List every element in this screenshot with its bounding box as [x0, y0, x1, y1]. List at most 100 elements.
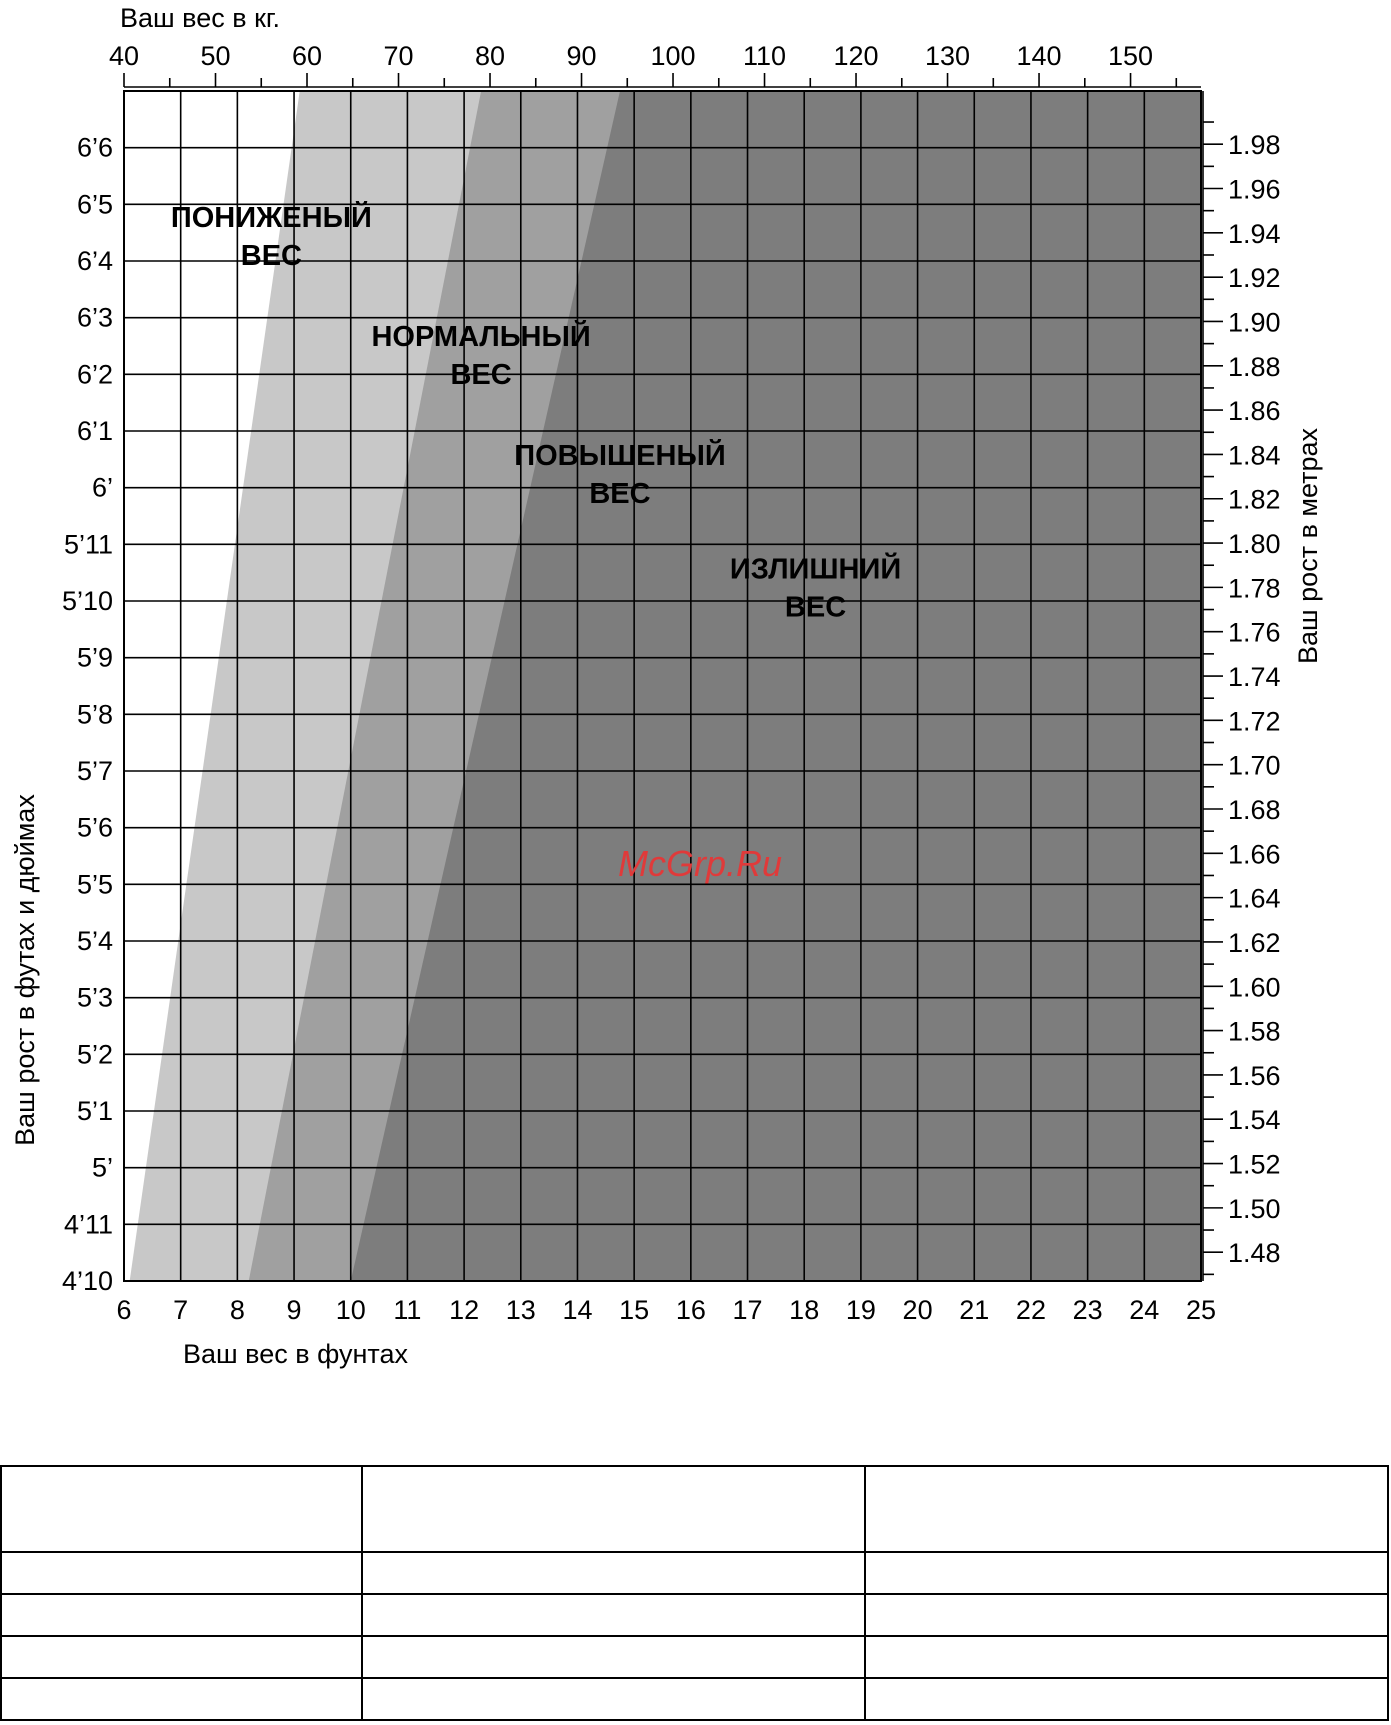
- left-tick-label: 5’1: [77, 1096, 113, 1126]
- right-tick-label: 1.80: [1228, 529, 1281, 559]
- bottom-tick-label: 13: [506, 1295, 536, 1325]
- table-cell: [864, 1635, 1389, 1679]
- zone-label: НОРМАЛЬНЫЙ: [371, 319, 590, 353]
- top-tick-label: 130: [925, 41, 970, 71]
- grid-lines: [123, 90, 1202, 1282]
- table-cell: [0, 1551, 363, 1595]
- bottom-axis-stone: 6 7 8 9 10 11 12 13 14 15 16 17 18 19 20 21 22 23 24 25: [116, 1295, 1216, 1325]
- bottom-tick-label: 14: [562, 1295, 592, 1325]
- table-cell: [361, 1635, 866, 1679]
- zone-label: ВЕС: [241, 240, 302, 272]
- table-cell: [361, 1551, 866, 1595]
- top-tick-label: 110: [743, 41, 786, 71]
- top-tick-label: 120: [833, 41, 878, 71]
- bottom-tick-label: 22: [1016, 1295, 1046, 1325]
- zone-label: ВЕС: [785, 591, 846, 623]
- watermark: McGrp.Ru: [618, 843, 782, 884]
- right-tick-label: 1.62: [1228, 928, 1281, 958]
- left-tick-label: 5’4: [77, 926, 113, 956]
- table-cell: [0, 1465, 363, 1553]
- top-tick-label: 60: [292, 41, 322, 71]
- left-tick-label: 5’: [92, 1153, 113, 1183]
- table-row: [0, 1593, 1389, 1637]
- top-tick-label: 80: [475, 41, 505, 71]
- bottom-tick-label: 18: [789, 1295, 819, 1325]
- bottom-axis-title: Ваш вес в фунтах: [183, 1339, 408, 1369]
- left-axis-feet: 4’10 4’11 5’ 5’1 5’2 5’3 5’4 5’5 5’6 5’7 5’8 5’9 5’1…: [62, 133, 113, 1296]
- table-row: [0, 1635, 1389, 1679]
- top-tick-label: 100: [650, 41, 695, 71]
- right-tick-label: 1.88: [1228, 352, 1281, 382]
- left-tick-label: 6’3: [77, 303, 113, 333]
- table-cell: [0, 1677, 363, 1721]
- right-tick-label: 1.86: [1228, 396, 1281, 426]
- weight-zones: [124, 91, 1201, 1281]
- table-cell: [864, 1593, 1389, 1637]
- table-cell: [361, 1465, 866, 1553]
- top-tick-label: 150: [1108, 41, 1153, 71]
- right-tick-label: 1.90: [1228, 307, 1281, 337]
- left-tick-label: 4’11: [64, 1209, 113, 1239]
- right-tick-label: 1.54: [1228, 1105, 1281, 1135]
- left-axis-title: Ваш рост в футах и дюймах: [10, 794, 40, 1146]
- top-axis-title: Ваш вес в кг.: [120, 3, 280, 33]
- top-tick-label: 50: [200, 41, 230, 71]
- right-tick-label: 1.66: [1228, 839, 1281, 869]
- right-axis-meters: 1.48 1.50 1.52 1.54 1.56 1.58 1.60 1.62 1.64 1.66…: [1202, 91, 1281, 1281]
- right-tick-label: 1.84: [1228, 440, 1281, 470]
- bottom-tick-label: 8: [230, 1295, 245, 1325]
- left-tick-label: 6’4: [77, 246, 113, 276]
- zone-label: ИЗЛИШНИЙ: [730, 551, 901, 585]
- left-tick-label: 6’2: [77, 359, 113, 389]
- right-tick-label: 1.56: [1228, 1061, 1281, 1091]
- zone-label: ВЕС: [589, 478, 650, 510]
- right-tick-label: 1.68: [1228, 795, 1281, 825]
- left-tick-label: 6’1: [77, 416, 113, 446]
- zone-label: ВЕС: [450, 359, 511, 391]
- bottom-tick-label: 23: [1073, 1295, 1103, 1325]
- table-cell: [864, 1677, 1389, 1721]
- left-tick-label: 5’9: [77, 643, 113, 673]
- bottom-tick-label: 16: [676, 1295, 706, 1325]
- left-tick-label: 5’8: [77, 699, 113, 729]
- bottom-tick-label: 25: [1186, 1295, 1216, 1325]
- bmi-chart: 40 50 60 70 80 90 100 110 120 130 140 150 6 7 8 9 10 11 1…: [10, 3, 1323, 1369]
- bottom-tick-label: 15: [619, 1295, 649, 1325]
- right-tick-label: 1.78: [1228, 573, 1281, 603]
- table-header-row: [0, 1465, 1389, 1553]
- zone-0: [124, 91, 300, 1281]
- left-tick-label: 5’6: [77, 813, 113, 843]
- right-tick-label: 1.74: [1228, 662, 1281, 692]
- bottom-tick-label: 20: [903, 1295, 933, 1325]
- right-tick-label: 1.72: [1228, 706, 1281, 736]
- zone-label: ПОВЫШЕНЫЙ: [514, 438, 725, 472]
- right-tick-label: 1.96: [1228, 175, 1281, 205]
- table-cell: [864, 1465, 1389, 1553]
- left-tick-label: 5’5: [77, 869, 113, 899]
- top-tick-label: 140: [1017, 41, 1062, 71]
- right-tick-label: 1.52: [1228, 1150, 1281, 1180]
- left-tick-label: 6’: [92, 473, 113, 503]
- right-tick-label: 1.64: [1228, 884, 1281, 914]
- right-axis-title: Ваш рост в метрах: [1293, 427, 1323, 664]
- right-tick-label: 1.94: [1228, 219, 1281, 249]
- left-tick-label: 5’11: [64, 529, 113, 559]
- right-tick-label: 1.92: [1228, 263, 1281, 293]
- bottom-tick-label: 6: [116, 1295, 131, 1325]
- bottom-tick-label: 7: [173, 1295, 188, 1325]
- zone-label: ПОНИЖЕНЫЙ: [171, 200, 372, 234]
- bottom-tick-label: 21: [959, 1295, 989, 1325]
- table-cell: [361, 1593, 866, 1637]
- blank-record-table: [0, 1465, 1389, 1721]
- right-tick-label: 1.70: [1228, 751, 1281, 781]
- plot-frame: [123, 90, 1202, 1282]
- table-cell: [0, 1593, 363, 1637]
- bottom-tick-label: 11: [393, 1295, 421, 1325]
- table-row: [0, 1677, 1389, 1721]
- top-tick-label: 70: [383, 41, 413, 71]
- right-tick-label: 1.98: [1228, 130, 1281, 160]
- right-tick-label: 1.60: [1228, 972, 1281, 1002]
- bottom-tick-label: 17: [733, 1295, 763, 1325]
- bottom-tick-label: 19: [846, 1295, 876, 1325]
- bottom-tick-label: 9: [287, 1295, 302, 1325]
